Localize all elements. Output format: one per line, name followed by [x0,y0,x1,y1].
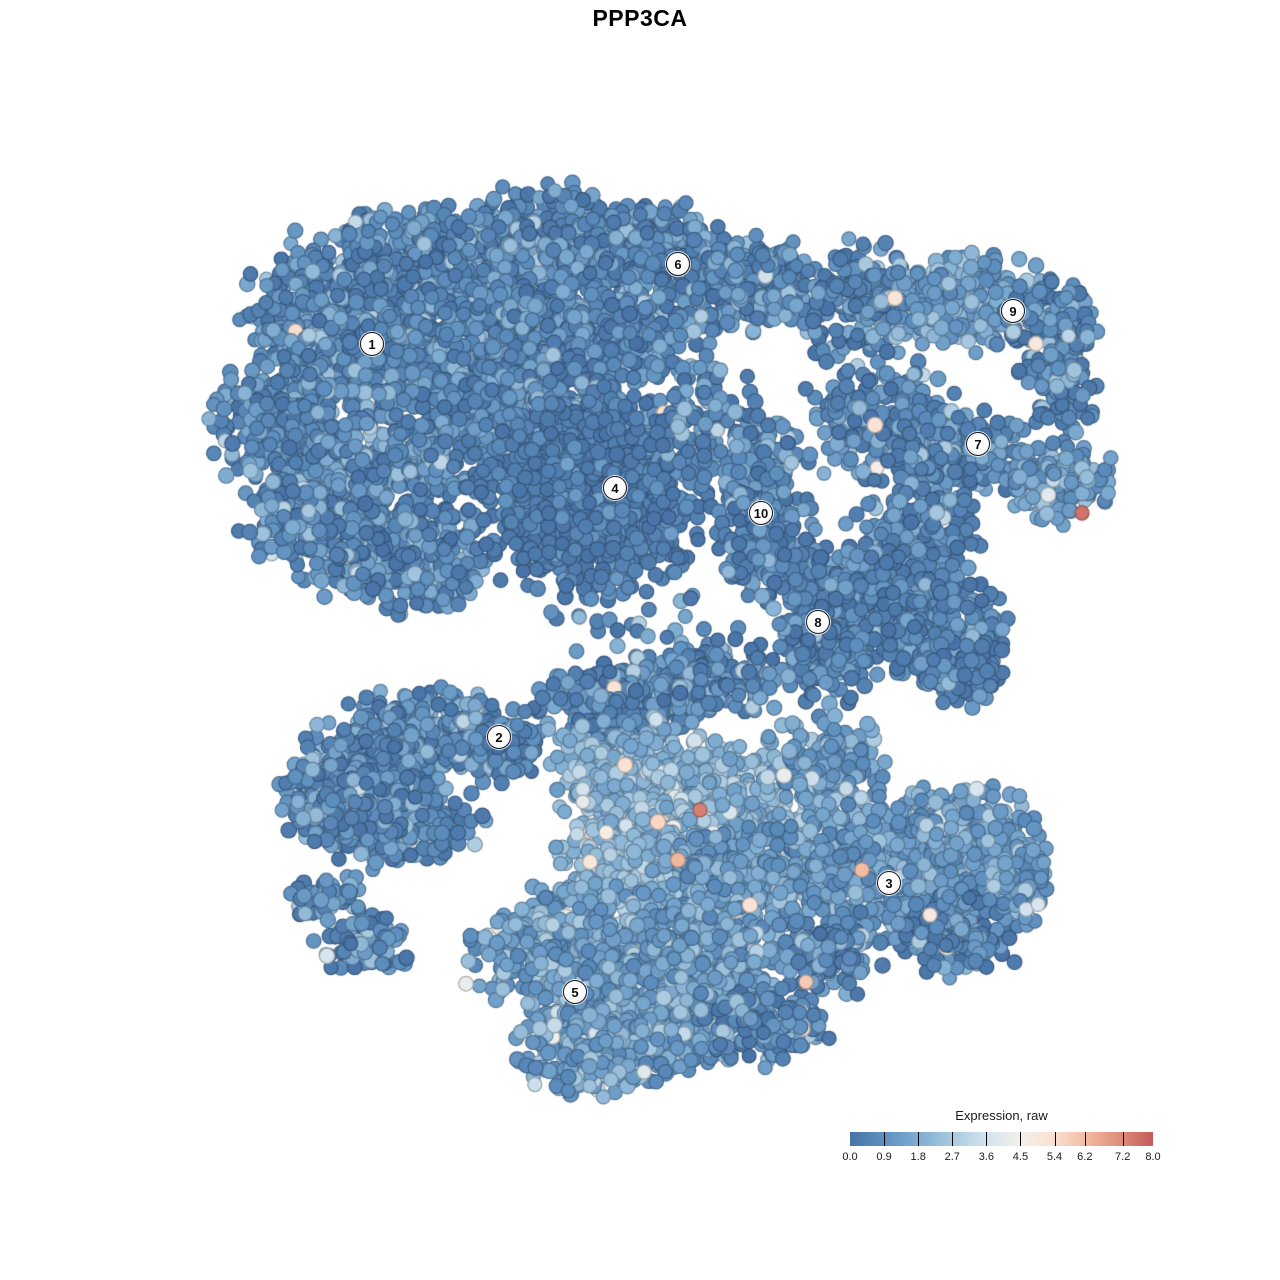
legend-tick-label: 1.8 [910,1151,926,1163]
legend-tick-label: 0.9 [876,1151,892,1163]
legend-tick-label: 8.0 [1145,1151,1161,1163]
legend-tick-label: 7.2 [1115,1151,1131,1163]
cluster-label-10[interactable]: 10 [749,501,773,525]
legend-title: Expression, raw [955,1108,1048,1123]
legend-tick-line [1084,1132,1086,1146]
legend-tick-label: 4.5 [1012,1151,1029,1163]
cluster-label-4[interactable]: 4 [603,476,627,500]
cluster-label-3[interactable]: 3 [877,871,901,895]
legend-tick-label: 2.7 [944,1151,960,1163]
cluster-label-2[interactable]: 2 [487,725,511,749]
cluster-label-1[interactable]: 1 [360,332,384,356]
legend-tick-line [884,1132,886,1146]
legend-tick-line [952,1132,954,1146]
legend-tick-line [1020,1132,1022,1146]
cluster-label-8[interactable]: 8 [806,610,830,634]
cluster-label-6[interactable]: 6 [666,252,690,276]
legend-tick-line [1122,1132,1124,1146]
legend-colorbar [850,1132,1153,1146]
legend-tick-label: 0.0 [842,1151,858,1163]
legend-tick-label: 5.4 [1046,1151,1063,1163]
legend-tick-line [918,1132,920,1146]
legend-tick-line [1054,1132,1056,1146]
cluster-label-9[interactable]: 9 [1001,299,1025,323]
cluster-label-5[interactable]: 5 [563,980,587,1004]
page-title: PPP3CA [592,5,688,31]
legend-tick-line [986,1132,988,1146]
legend-tick-label: 6.2 [1077,1151,1093,1163]
cluster-label-7[interactable]: 7 [966,432,990,456]
legend-tick-label: 3.6 [978,1151,994,1163]
